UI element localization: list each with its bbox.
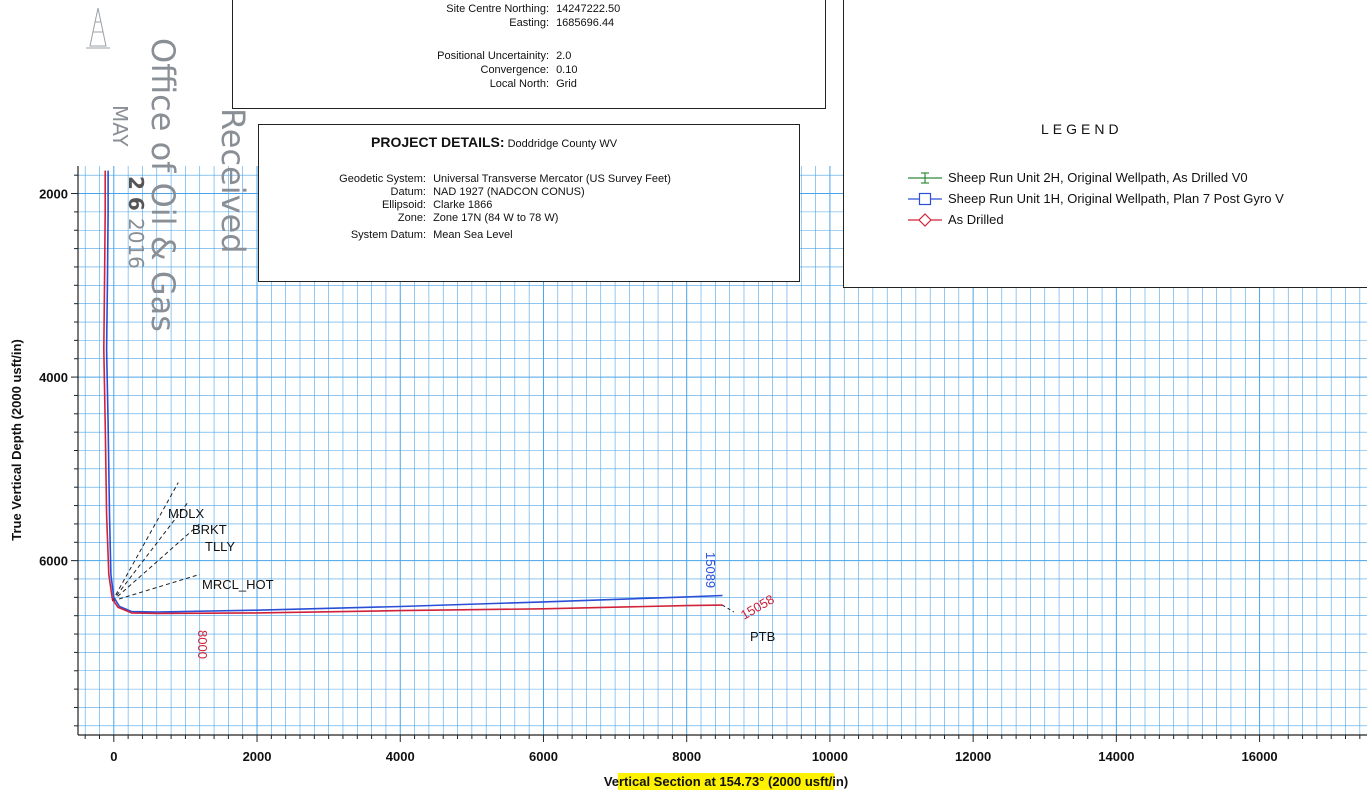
project-title: PROJECT DETAILS: <box>371 134 505 150</box>
x-tick-label: 14000 <box>1098 749 1134 764</box>
site-row-value: 1685696.44 <box>556 17 615 29</box>
site-row-value: Grid <box>556 78 577 90</box>
legend-item-as-drilled: As Drilled <box>908 212 1004 227</box>
y-tick-label: 6000 <box>39 554 68 569</box>
site-details-box: Site Centre Northing: 14247222.50 Eastin… <box>232 0 826 109</box>
legend-label: Sheep Run Unit 2H, Original Wellpath, As… <box>948 170 1248 185</box>
x-tick-label: 16000 <box>1242 749 1278 764</box>
stamp-received: Received <box>214 108 252 254</box>
project-row-label: Ellipsoid: <box>381 199 426 211</box>
md-label-8000: 8000 <box>195 630 210 659</box>
project-datum-row: Datum: NAD 1927 (NADCON CONUS) <box>259 186 585 198</box>
site-easting-row: Easting: 1685696.44 <box>233 17 614 29</box>
site-row-value: 14247222.50 <box>556 3 621 15</box>
project-row-value: Clarke 1866 <box>433 199 493 211</box>
project-title-row: PROJECT DETAILS: Doddridge County WV <box>371 134 617 150</box>
x-tick-label: 2000 <box>243 749 272 764</box>
project-row-value: NAD 1927 (NADCON CONUS) <box>433 186 585 198</box>
site-row-label: Easting: <box>509 17 549 29</box>
site-north-row: Local North: Grid <box>233 78 577 90</box>
x-tick-label: 6000 <box>529 749 558 764</box>
project-sysdatum-row: System Datum: Mean Sea Level <box>259 229 513 241</box>
site-convergence-row: Convergence: 0.10 <box>233 64 578 76</box>
legend-diamond-marker-icon <box>908 212 942 227</box>
stamp-year: 2016 <box>124 218 148 269</box>
stamp-month: MAY <box>108 105 132 147</box>
site-northing-row: Site Centre Northing: 14247222.50 <box>233 3 620 15</box>
stamp-day: 2 6 <box>124 176 148 211</box>
formation-line <box>112 523 201 602</box>
y-tick-label: 4000 <box>39 370 68 385</box>
site-row-value: 2.0 <box>556 50 572 62</box>
formation-label: TLLY <box>205 539 235 554</box>
stamp-office: Office of Oil & Gas <box>144 38 182 332</box>
site-uncertainty-row: Positional Uncertainity: 2.0 <box>233 50 571 62</box>
project-details-box: PROJECT DETAILS: Doddridge County WV Geo… <box>258 124 800 282</box>
site-row-value: 0.10 <box>556 64 578 76</box>
ptb-connector <box>722 604 735 613</box>
series-line <box>105 170 723 613</box>
project-ellipsoid-row: Ellipsoid: Clarke 1866 <box>259 199 492 211</box>
project-row-value: Universal Transverse Mercator (US Survey… <box>433 173 671 185</box>
project-row-value: Mean Sea Level <box>433 229 513 241</box>
legend-label: As Drilled <box>948 212 1004 227</box>
project-row-value: Zone 17N (84 W to 78 W) <box>433 212 559 224</box>
x-tick-label: 4000 <box>386 749 415 764</box>
project-county: Doddridge County WV <box>507 138 618 150</box>
y-tick-label: 2000 <box>39 187 68 202</box>
legend-square-marker-icon <box>908 192 942 205</box>
project-zone-row: Zone: Zone 17N (84 W to 78 W) <box>259 212 559 224</box>
x-tick-label: 0 <box>110 749 117 764</box>
project-row-label: Zone: <box>397 212 426 224</box>
x-axis-label: Vertical Section at 154.73° (2000 usft/i… <box>604 774 848 789</box>
site-row-label: Site Centre Northing: <box>446 3 549 15</box>
legend-item-unit-2h: Sheep Run Unit 2H, Original Wellpath, As… <box>908 170 1248 185</box>
project-row-label: Datum: <box>390 186 426 198</box>
formation-label: MRCL_HOT <box>202 577 274 592</box>
legend-title: LEGEND <box>1041 121 1123 137</box>
project-geodetic-row: Geodetic System: Universal Transverse Me… <box>259 173 671 185</box>
derrick-logo-icon <box>86 7 110 49</box>
x-tick-label: 12000 <box>955 749 991 764</box>
series-line <box>102 170 723 615</box>
site-row-label: Convergence: <box>480 64 550 76</box>
site-row-label: Positional Uncertainity: <box>437 50 549 62</box>
site-row-label: Local North: <box>489 78 549 90</box>
x-axis-label-highlight <box>617 773 835 790</box>
project-row-label: Geodetic System: <box>339 173 426 185</box>
ptb-label: PTB <box>750 629 775 644</box>
formation-label: MDLX <box>168 506 204 521</box>
y-axis-label: True Vertical Depth (2000 usft/in) <box>9 339 24 541</box>
legend-label: Sheep Run Unit 1H, Original Wellpath, Pl… <box>948 191 1284 206</box>
md-label-plan: 15089 <box>703 552 718 588</box>
project-row-label: System Datum: <box>350 229 426 241</box>
x-tick-label: 8000 <box>672 749 701 764</box>
legend-item-unit-1h: Sheep Run Unit 1H, Original Wellpath, Pl… <box>908 191 1284 206</box>
formation-label: BRKT <box>192 522 227 537</box>
formation-line <box>112 573 200 602</box>
formation-line <box>111 500 190 602</box>
x-tick-label: 10000 <box>812 749 848 764</box>
formation-line <box>111 482 179 602</box>
legend-box: LEGEND Sheep Run Unit 2H, Original Wellp… <box>843 0 1367 288</box>
legend-plus-marker-icon <box>908 171 942 184</box>
